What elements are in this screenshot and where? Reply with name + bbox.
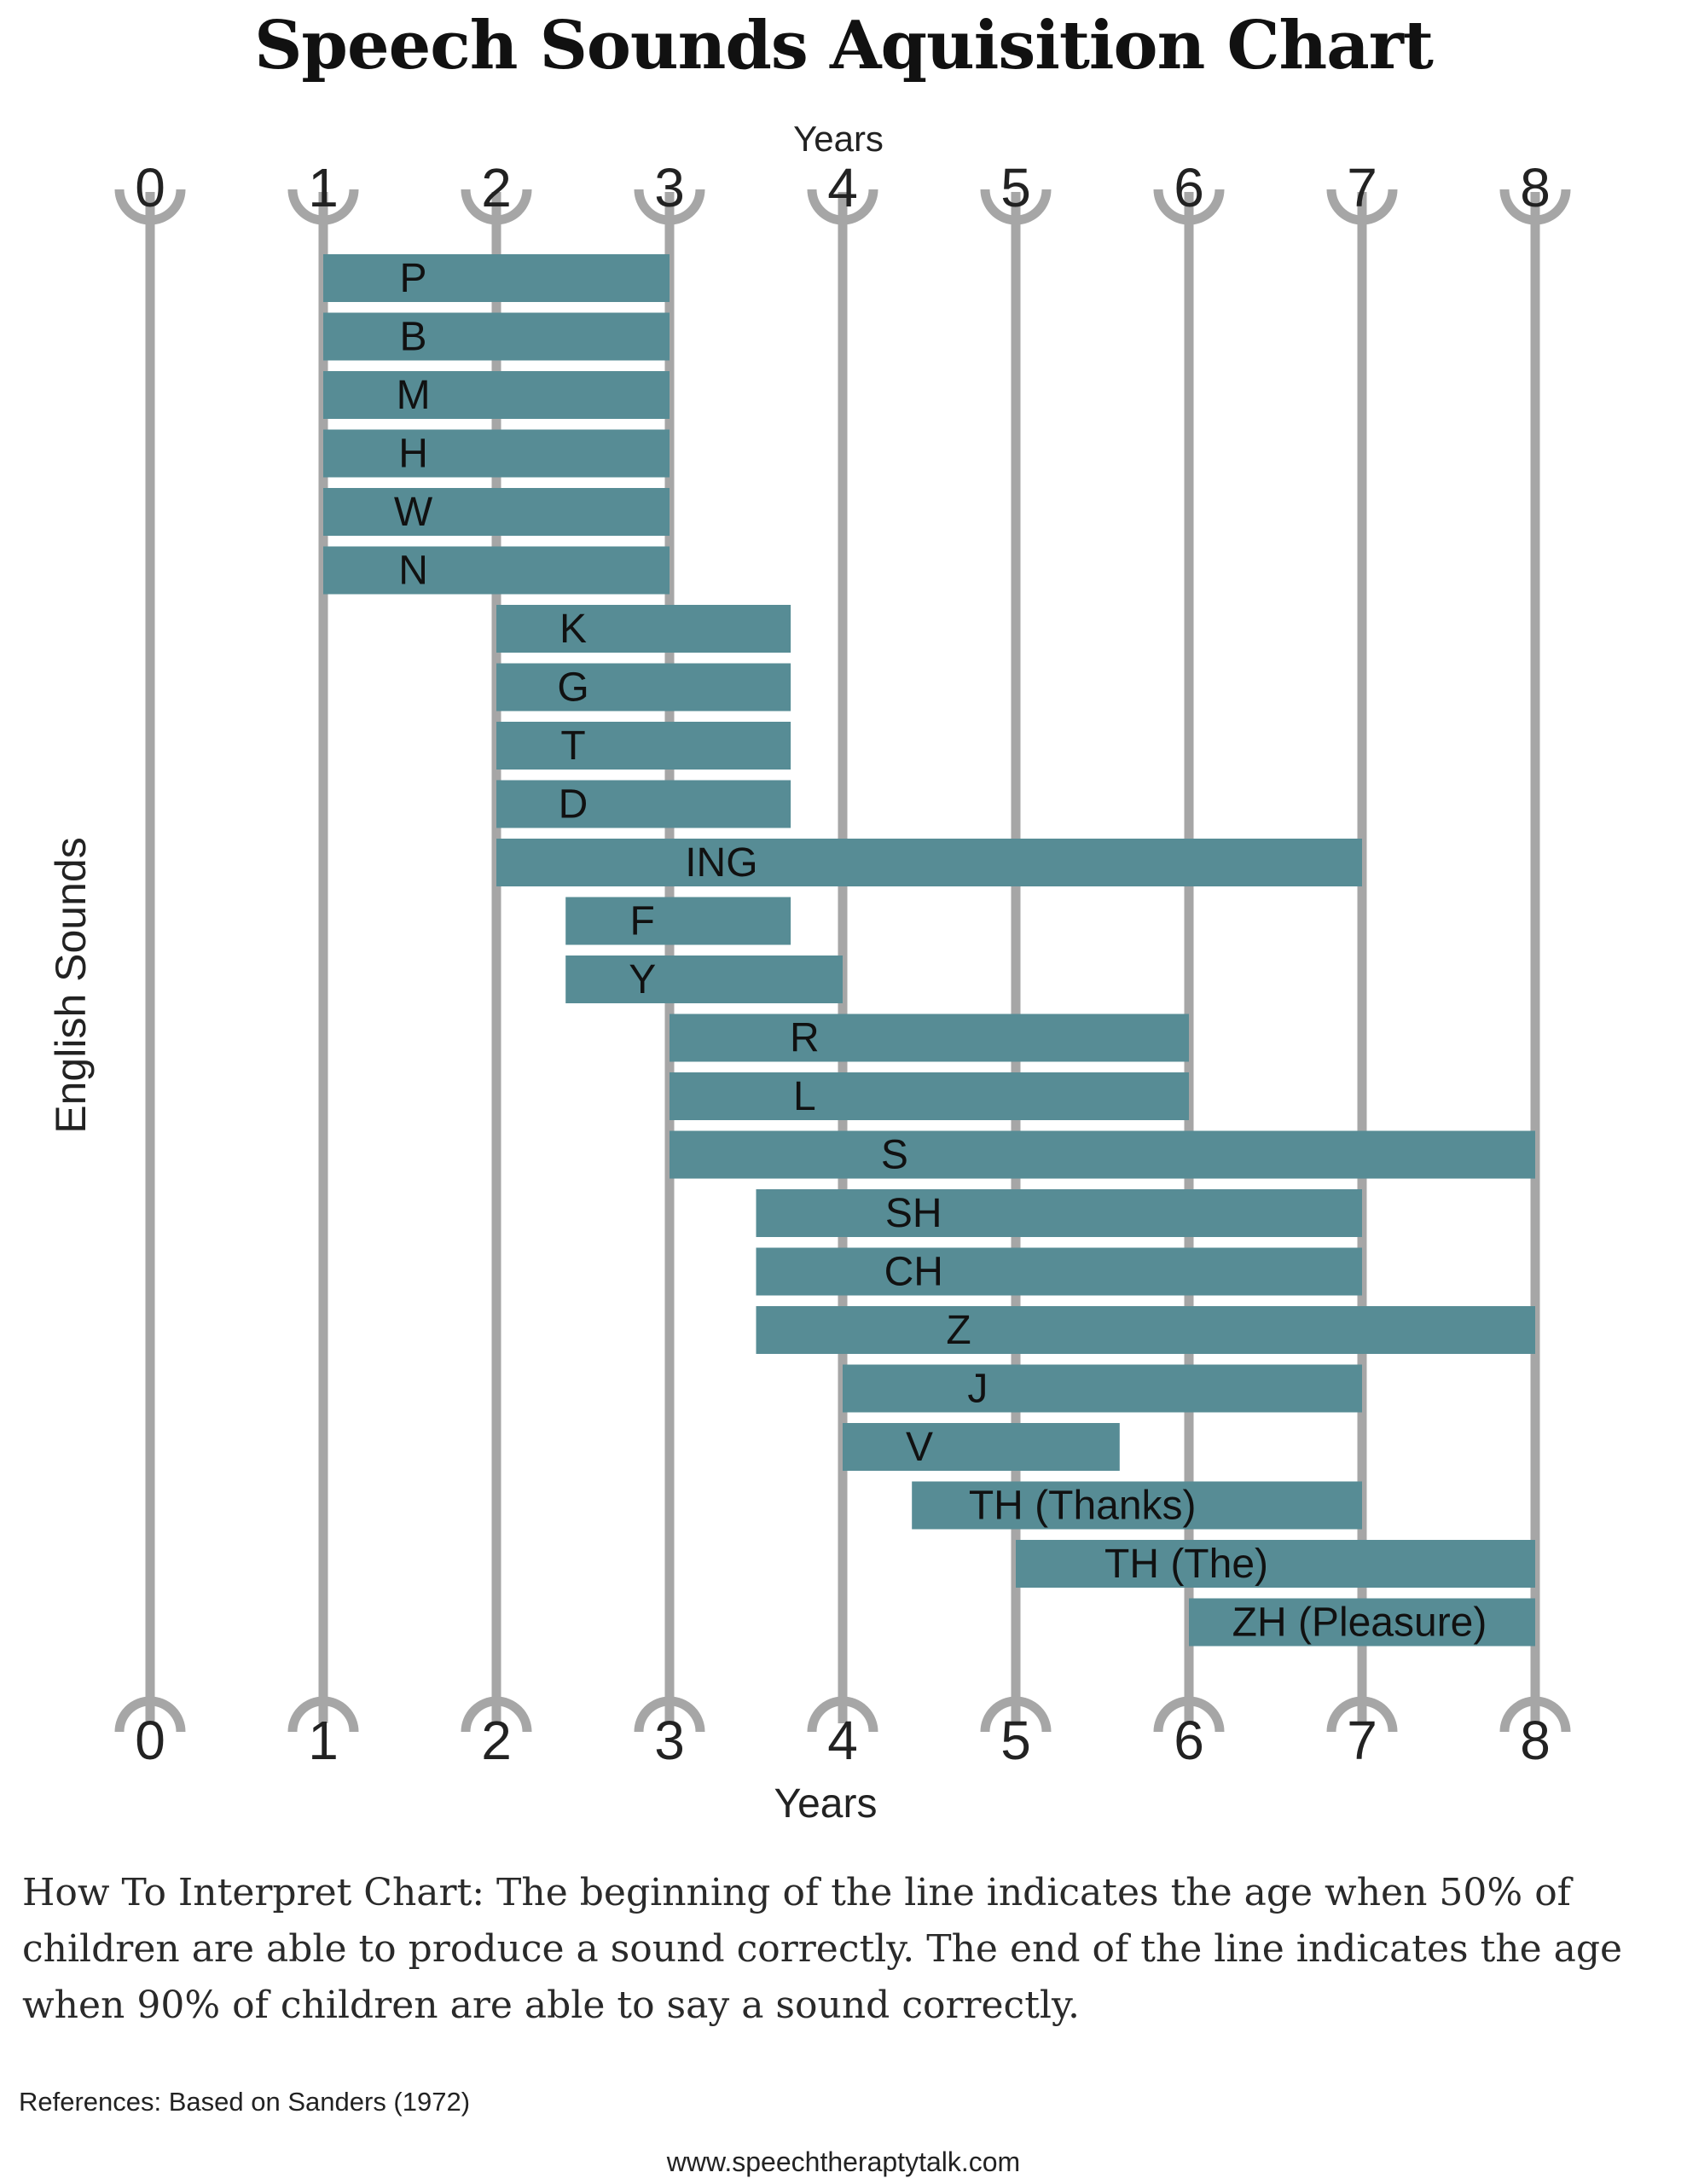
bar-label-sh: SH	[885, 1191, 942, 1236]
bar-l	[670, 1072, 1189, 1120]
bar-label-n: N	[398, 549, 428, 594]
bar-label-zh-pleasure: ZH (Pleasure)	[1232, 1600, 1487, 1646]
year-cap-bottom-7	[1326, 1696, 1398, 1733]
bar-y	[565, 956, 843, 1003]
tick-label-bottom-0: 0	[135, 1710, 165, 1771]
year-cap-top-6	[1153, 189, 1225, 225]
tick-label-bottom-6: 6	[1174, 1710, 1204, 1771]
bar-s	[670, 1130, 1535, 1179]
bar-f	[565, 897, 791, 945]
bar-label-f: F	[630, 899, 655, 944]
bar-th-thanks	[912, 1481, 1362, 1530]
year-cap-bottom-4	[807, 1696, 878, 1733]
year-cap-top-8	[1499, 189, 1571, 225]
y-axis-label: English Sounds	[47, 837, 95, 1133]
bar-b	[323, 312, 670, 361]
tick-label-top-0: 0	[135, 157, 165, 218]
x-axis-label-bottom: Years	[774, 1781, 878, 1827]
x-axis-label-top: Years	[793, 119, 884, 159]
year-cap-top-3	[634, 189, 705, 225]
year-cap-bottom-1	[287, 1696, 359, 1733]
bar-m	[323, 371, 670, 419]
bar-sh	[756, 1189, 1362, 1237]
tick-label-top-2: 2	[481, 157, 512, 218]
bar-n	[323, 546, 670, 595]
bar-j	[843, 1364, 1362, 1413]
bar-label-ing: ING	[685, 840, 757, 886]
bar-label-ch: CH	[884, 1250, 943, 1295]
bar-k	[496, 605, 791, 653]
bar-label-m: M	[397, 373, 431, 418]
tick-label-bottom-4: 4	[827, 1710, 858, 1771]
bar-label-th-thanks: TH (Thanks)	[969, 1484, 1197, 1529]
tick-label-bottom-5: 5	[1000, 1710, 1031, 1771]
year-cap-bottom-2	[461, 1696, 532, 1733]
bar-d	[496, 780, 791, 828]
bar-label-z: Z	[946, 1308, 971, 1353]
tick-label-bottom-8: 8	[1520, 1710, 1551, 1771]
year-cap-top-4	[807, 189, 878, 225]
bar-ing	[496, 839, 1362, 886]
interpretation-note: How To Interpret Chart: The beginning of…	[22, 1871, 1623, 2027]
bar-label-r: R	[790, 1016, 820, 1061]
year-cap-top-2	[461, 189, 532, 225]
bar-label-h: H	[398, 432, 428, 477]
website-url[interactable]: www.speechtheraptytalk.com	[666, 2146, 1021, 2177]
bar-zh-pleasure	[1189, 1598, 1535, 1647]
bar-label-p: P	[400, 256, 427, 301]
tick-label-top-5: 5	[1000, 157, 1031, 218]
bar-th-the	[1016, 1540, 1535, 1588]
year-cap-top-7	[1326, 189, 1398, 225]
bar-label-j: J	[967, 1367, 988, 1412]
bar-z	[756, 1306, 1535, 1354]
year-cap-bottom-8	[1499, 1696, 1571, 1733]
year-cap-bottom-5	[980, 1696, 1052, 1733]
bar-ch	[756, 1247, 1362, 1296]
bar-g	[496, 663, 791, 712]
bar-label-l: L	[793, 1074, 816, 1119]
bar-t	[496, 722, 791, 770]
bar-label-k: K	[559, 607, 587, 652]
bar-label-v: V	[906, 1425, 933, 1470]
tick-label-top-4: 4	[827, 157, 858, 218]
bar-p	[323, 254, 670, 302]
tick-label-top-6: 6	[1174, 157, 1204, 218]
bar-label-g: G	[557, 665, 588, 711]
bar-label-d: D	[559, 782, 588, 828]
bar-label-s: S	[881, 1133, 908, 1178]
tick-label-bottom-1: 1	[308, 1710, 339, 1771]
chart-title: Speech Sounds Aquisition Chart	[254, 7, 1434, 84]
bar-v	[843, 1423, 1120, 1471]
tick-label-top-3: 3	[654, 157, 685, 218]
tick-label-top-8: 8	[1520, 157, 1551, 218]
year-cap-top-5	[980, 189, 1052, 225]
tick-label-bottom-7: 7	[1347, 1710, 1377, 1771]
bar-label-th-the: TH (The)	[1104, 1542, 1268, 1587]
bar-h	[323, 429, 670, 478]
bar-r	[670, 1014, 1189, 1062]
bar-label-t: T	[560, 723, 585, 769]
year-cap-bottom-6	[1153, 1696, 1225, 1733]
year-cap-top-0	[114, 189, 186, 225]
bar-label-y: Y	[629, 957, 656, 1002]
bar-w	[323, 488, 670, 536]
references-note: References: Based on Sanders (1972)	[19, 2087, 471, 2117]
year-cap-bottom-3	[634, 1696, 705, 1733]
tick-label-bottom-2: 2	[481, 1710, 512, 1771]
year-cap-bottom-0	[114, 1696, 186, 1733]
tick-label-top-7: 7	[1347, 157, 1377, 218]
year-cap-top-1	[287, 189, 359, 225]
bar-label-b: B	[400, 315, 427, 360]
tick-label-top-1: 1	[308, 157, 339, 218]
bar-label-w: W	[394, 490, 433, 535]
tick-label-bottom-3: 3	[654, 1710, 685, 1771]
